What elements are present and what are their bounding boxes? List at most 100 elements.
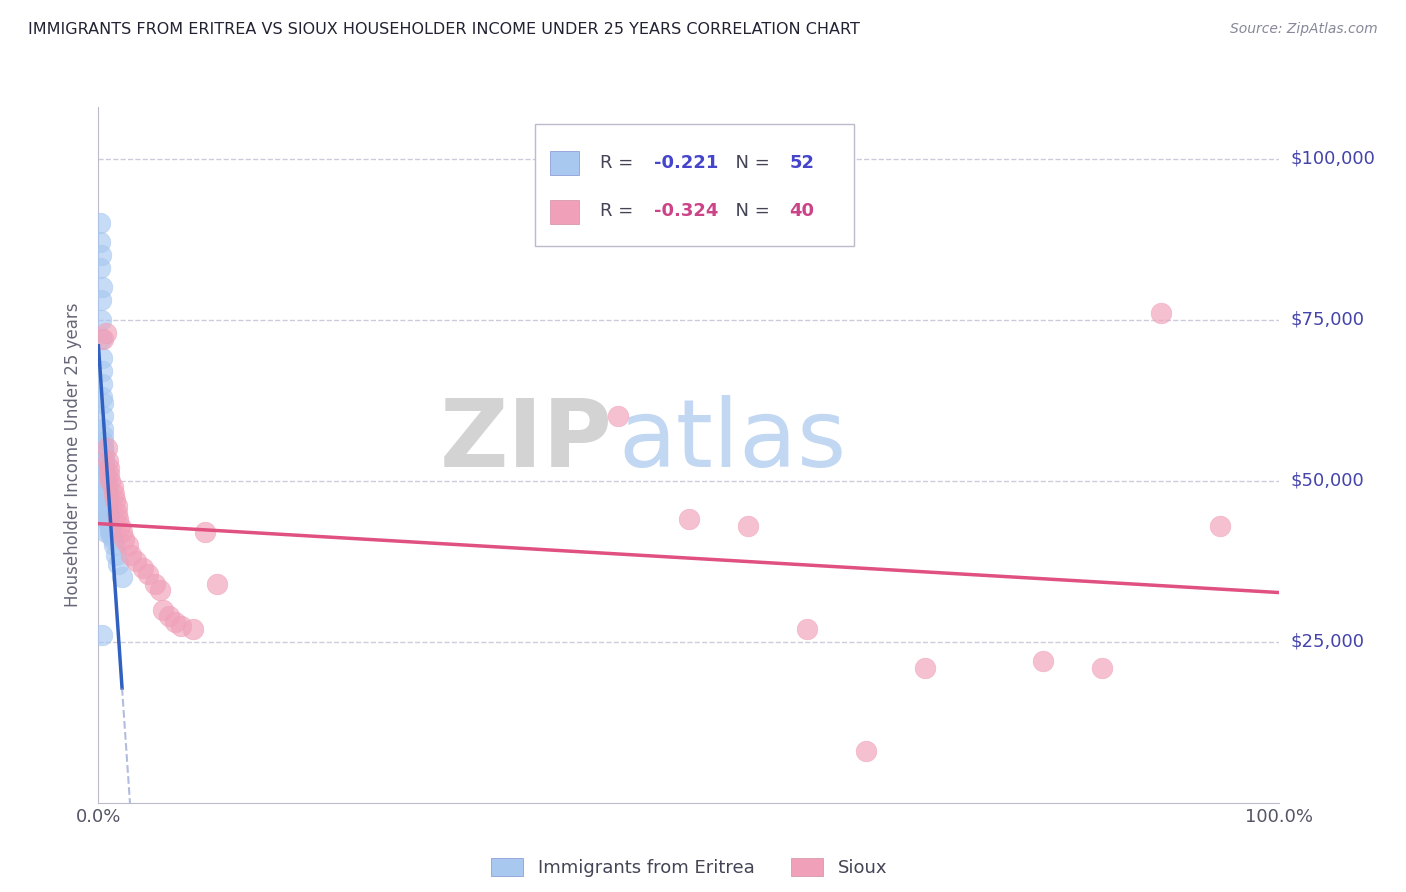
Point bbox=[91, 377, 114, 392]
Point bbox=[796, 622, 818, 636]
Point bbox=[97, 496, 120, 510]
Point bbox=[91, 390, 114, 404]
Point bbox=[91, 396, 114, 410]
Point bbox=[91, 351, 114, 366]
Text: IMMIGRANTS FROM ERITREA VS SIOUX HOUSEHOLDER INCOME UNDER 25 YEARS CORRELATION C: IMMIGRANTS FROM ERITREA VS SIOUX HOUSEHO… bbox=[28, 22, 860, 37]
Point bbox=[149, 583, 172, 598]
Point bbox=[105, 548, 128, 562]
Point bbox=[143, 576, 166, 591]
Point bbox=[111, 525, 134, 540]
Point bbox=[93, 464, 115, 478]
Point bbox=[98, 518, 121, 533]
Point bbox=[89, 261, 111, 276]
Text: Source: ZipAtlas.com: Source: ZipAtlas.com bbox=[1230, 22, 1378, 37]
Text: 40: 40 bbox=[789, 202, 814, 220]
Point bbox=[91, 364, 114, 378]
Point bbox=[170, 618, 193, 632]
Point bbox=[152, 602, 174, 616]
Legend: Immigrants from Eritrea, Sioux: Immigrants from Eritrea, Sioux bbox=[484, 850, 894, 884]
Point bbox=[737, 518, 759, 533]
Point bbox=[132, 560, 155, 574]
Point bbox=[98, 460, 121, 475]
Point bbox=[96, 483, 118, 498]
Point bbox=[91, 442, 114, 456]
Text: atlas: atlas bbox=[619, 395, 846, 487]
Point bbox=[165, 615, 187, 630]
Point bbox=[93, 506, 115, 520]
Text: N =: N = bbox=[724, 153, 776, 171]
Point bbox=[96, 486, 118, 500]
Point bbox=[94, 470, 117, 484]
Point bbox=[98, 506, 121, 520]
Point bbox=[91, 435, 114, 450]
Text: $50,000: $50,000 bbox=[1291, 472, 1364, 490]
Point bbox=[97, 500, 120, 514]
Point bbox=[90, 312, 112, 326]
Point bbox=[93, 454, 115, 468]
FancyBboxPatch shape bbox=[550, 200, 579, 224]
Text: -0.324: -0.324 bbox=[654, 202, 718, 220]
Point bbox=[94, 467, 117, 482]
Point bbox=[89, 235, 111, 250]
Point bbox=[107, 558, 129, 572]
Point bbox=[157, 609, 180, 624]
Y-axis label: Householder Income Under 25 years: Householder Income Under 25 years bbox=[65, 302, 83, 607]
Point bbox=[93, 460, 115, 475]
Point bbox=[112, 532, 135, 546]
Point bbox=[98, 525, 121, 540]
Point bbox=[90, 293, 112, 308]
Point bbox=[98, 512, 121, 526]
Point bbox=[97, 493, 120, 508]
Point bbox=[108, 518, 131, 533]
Text: 52: 52 bbox=[789, 153, 814, 171]
Point bbox=[1032, 654, 1054, 668]
Point bbox=[96, 442, 118, 456]
Text: ZIP: ZIP bbox=[439, 395, 612, 487]
Point bbox=[1209, 518, 1232, 533]
Point bbox=[98, 509, 121, 524]
Point bbox=[103, 486, 125, 500]
Point bbox=[194, 525, 217, 540]
Point bbox=[105, 506, 128, 520]
Point bbox=[91, 628, 114, 642]
Point bbox=[91, 442, 114, 456]
Point bbox=[91, 428, 114, 442]
Text: $100,000: $100,000 bbox=[1291, 150, 1375, 168]
Point bbox=[98, 516, 121, 530]
Point bbox=[101, 532, 124, 546]
FancyBboxPatch shape bbox=[536, 124, 855, 246]
Point bbox=[93, 458, 115, 472]
Point bbox=[94, 525, 117, 540]
Point bbox=[678, 512, 700, 526]
Point bbox=[205, 576, 228, 591]
Point bbox=[1150, 306, 1173, 320]
Point bbox=[90, 332, 112, 346]
Point bbox=[89, 216, 111, 230]
Point bbox=[90, 248, 112, 262]
Point bbox=[94, 326, 117, 340]
Point bbox=[94, 476, 117, 491]
Point bbox=[97, 502, 120, 516]
Text: -0.221: -0.221 bbox=[654, 153, 718, 171]
Point bbox=[101, 480, 124, 494]
Text: $25,000: $25,000 bbox=[1291, 632, 1365, 651]
Point bbox=[1091, 660, 1114, 674]
Point bbox=[855, 744, 877, 758]
Text: $75,000: $75,000 bbox=[1291, 310, 1365, 328]
Point bbox=[100, 528, 122, 542]
Text: R =: R = bbox=[600, 153, 640, 171]
Point bbox=[117, 538, 139, 552]
Point bbox=[96, 480, 118, 494]
Point bbox=[91, 332, 114, 346]
Point bbox=[96, 490, 118, 504]
Point bbox=[91, 409, 114, 424]
Point bbox=[97, 454, 120, 468]
Point bbox=[181, 622, 204, 636]
Point bbox=[121, 548, 143, 562]
Text: N =: N = bbox=[724, 202, 776, 220]
Point bbox=[103, 538, 125, 552]
Point bbox=[607, 409, 630, 424]
Point bbox=[91, 280, 114, 294]
Point bbox=[93, 448, 115, 462]
Point bbox=[111, 570, 134, 584]
